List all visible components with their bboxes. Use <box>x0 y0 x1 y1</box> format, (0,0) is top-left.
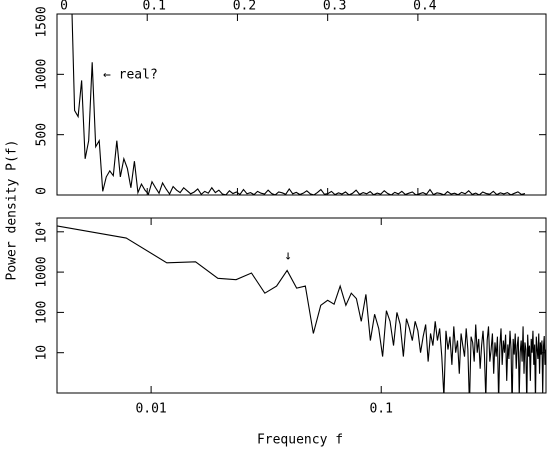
x-tick-label: 0.3 <box>323 0 346 14</box>
x-tick-label: 0.2 <box>233 0 256 14</box>
data-line <box>57 225 546 393</box>
y-tick-label: 1500 <box>35 6 50 37</box>
panel-frame <box>56 13 547 196</box>
y-tick-label: 100 <box>35 301 50 324</box>
y-tick-label: 500 <box>35 123 50 146</box>
annotation: ← real? <box>103 68 158 83</box>
y-tick-label: 0 <box>35 187 50 195</box>
x-tick-label: 0.1 <box>369 402 392 417</box>
y-tick-label: 1000 <box>35 256 50 287</box>
data-line <box>71 14 526 195</box>
x-tick-label: 0.1 <box>142 0 165 14</box>
x-tick-label: 0.01 <box>135 402 166 417</box>
y-tick-label: 1000 <box>35 59 50 90</box>
x-axis-label: Frequency f <box>257 433 343 448</box>
panel-frame <box>56 217 547 394</box>
annotation: ↓ <box>284 249 292 264</box>
y-tick-label: 10 <box>35 345 50 361</box>
y-tick-label: 10⁴ <box>35 220 50 243</box>
y-axis-label: Power density P(f) <box>5 140 20 281</box>
x-tick-label: 0.4 <box>413 0 437 14</box>
x-tick-label: 0 <box>60 0 68 14</box>
